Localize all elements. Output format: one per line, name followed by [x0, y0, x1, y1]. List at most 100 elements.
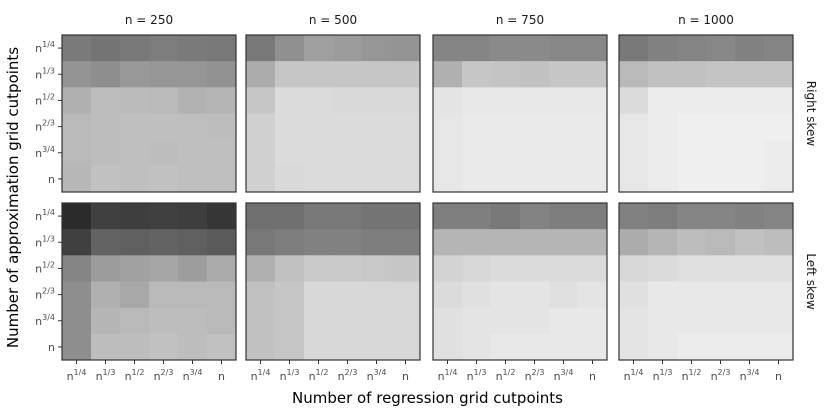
panel-right-skew-n-250: [61, 34, 237, 193]
heatmap-cell: [207, 333, 237, 361]
heatmap-cell: [62, 281, 92, 309]
heatmap-cell: [207, 165, 237, 193]
heatmap-cell: [246, 203, 276, 230]
heatmap-cell: [462, 333, 492, 361]
heatmap-cell: [333, 333, 363, 361]
heatmap-cell: [178, 333, 208, 361]
heatmap-cell: [149, 203, 179, 230]
heatmap-cell: [549, 139, 579, 167]
heatmap-cell: [433, 333, 463, 361]
heatmap-cell: [120, 281, 150, 309]
heatmap-cell: [619, 255, 649, 282]
heatmap-cell: [578, 35, 608, 62]
heatmap-cell: [120, 165, 150, 193]
heatmap-cell: [304, 333, 334, 361]
panel-border: [432, 34, 608, 193]
x-tick-label: n3/4: [183, 368, 203, 383]
strip-label-n-1000: n = 1000: [678, 13, 734, 27]
heatmap-cell: [275, 113, 305, 141]
heatmap-cell: [462, 35, 492, 62]
heatmap-cell: [520, 255, 550, 282]
heatmap-cell: [491, 281, 521, 309]
heatmap-cell: [275, 87, 305, 114]
heatmap-cell: [362, 203, 392, 230]
panel-left-skew-n-500: [245, 202, 421, 361]
heatmap-cell: [246, 139, 276, 167]
heatmap-cell: [391, 281, 421, 309]
panel-left-skew-n-250: [61, 202, 237, 361]
heatmap-cell: [207, 281, 237, 309]
heatmap-cell: [62, 307, 92, 335]
panel-border: [245, 34, 421, 193]
heatmap-cell: [619, 87, 649, 114]
heatmap-cell: [433, 87, 463, 114]
heatmap-cell: [491, 139, 521, 167]
heatmap-cell: [578, 229, 608, 256]
heatmap-cell: [491, 229, 521, 256]
heatmap-cell: [207, 113, 237, 141]
heatmap-cell: [764, 61, 794, 88]
heatmap-cell: [120, 255, 150, 282]
heatmap-cell: [648, 281, 678, 309]
heatmap-cell: [275, 165, 305, 193]
heatmap-panels: [61, 34, 794, 361]
heatmap-cell: [178, 113, 208, 141]
x-tick-label: n: [589, 370, 596, 383]
heatmap-cell: [491, 61, 521, 88]
heatmap-cell: [619, 165, 649, 193]
heatmap-cell: [207, 87, 237, 114]
heatmap-cell: [677, 165, 707, 193]
heatmap-cell: [304, 229, 334, 256]
heatmap-cell: [648, 87, 678, 114]
heatmap-cell: [62, 61, 92, 88]
heatmap-cell: [304, 203, 334, 230]
heatmap-cell: [462, 113, 492, 141]
heatmap-cell: [362, 113, 392, 141]
heatmap-cell: [149, 61, 179, 88]
x-tick-label: n1/4: [438, 368, 458, 383]
x-tick-label: n2/3: [154, 368, 174, 383]
heatmap-cell: [149, 35, 179, 62]
heatmap-cell: [246, 333, 276, 361]
heatmap-cell: [578, 87, 608, 114]
heatmap-cell: [677, 307, 707, 335]
heatmap-cell: [520, 307, 550, 335]
y-tick-label: n3/4: [35, 145, 55, 160]
heatmap-cell: [677, 281, 707, 309]
heatmap-cell: [275, 61, 305, 88]
column-strip-labels: n = 250 n = 500 n = 750 n = 1000: [125, 13, 734, 27]
heatmap-cell: [246, 113, 276, 141]
x-tick-label: n1/3: [467, 368, 487, 383]
heatmap-cell: [578, 165, 608, 193]
heatmap-cell: [362, 35, 392, 62]
heatmap-cell: [333, 229, 363, 256]
heatmap-cell: [735, 87, 765, 114]
x-tick-label: n3/4: [740, 368, 760, 383]
heatmap-cell: [91, 281, 121, 309]
heatmap-cell: [648, 229, 678, 256]
heatmap-cell: [275, 203, 305, 230]
heatmap-cell: [62, 35, 92, 62]
panel-left-skew-n-750: [432, 202, 608, 361]
heatmap-cell: [578, 281, 608, 309]
x-tick-label: n1/4: [251, 368, 271, 383]
heatmap-cell: [149, 165, 179, 193]
heatmap-cell: [619, 203, 649, 230]
heatmap-cell: [491, 165, 521, 193]
strip-label-n-250: n = 250: [125, 13, 173, 27]
heatmap-cell: [520, 229, 550, 256]
heatmap-cell: [391, 113, 421, 141]
heatmap-cell: [333, 87, 363, 114]
heatmap-cell: [549, 307, 579, 335]
x-tick-label: n1/4: [67, 368, 87, 383]
heatmap-cell: [275, 281, 305, 309]
heatmap-cell: [619, 281, 649, 309]
heatmap-cell: [735, 203, 765, 230]
x-tick-label: n1/3: [280, 368, 300, 383]
heatmap-cell: [62, 87, 92, 114]
heatmap-cell: [246, 307, 276, 335]
heatmap-cell: [735, 165, 765, 193]
heatmap-cell: [462, 61, 492, 88]
heatmap-cell: [275, 307, 305, 335]
heatmap-cell: [735, 61, 765, 88]
